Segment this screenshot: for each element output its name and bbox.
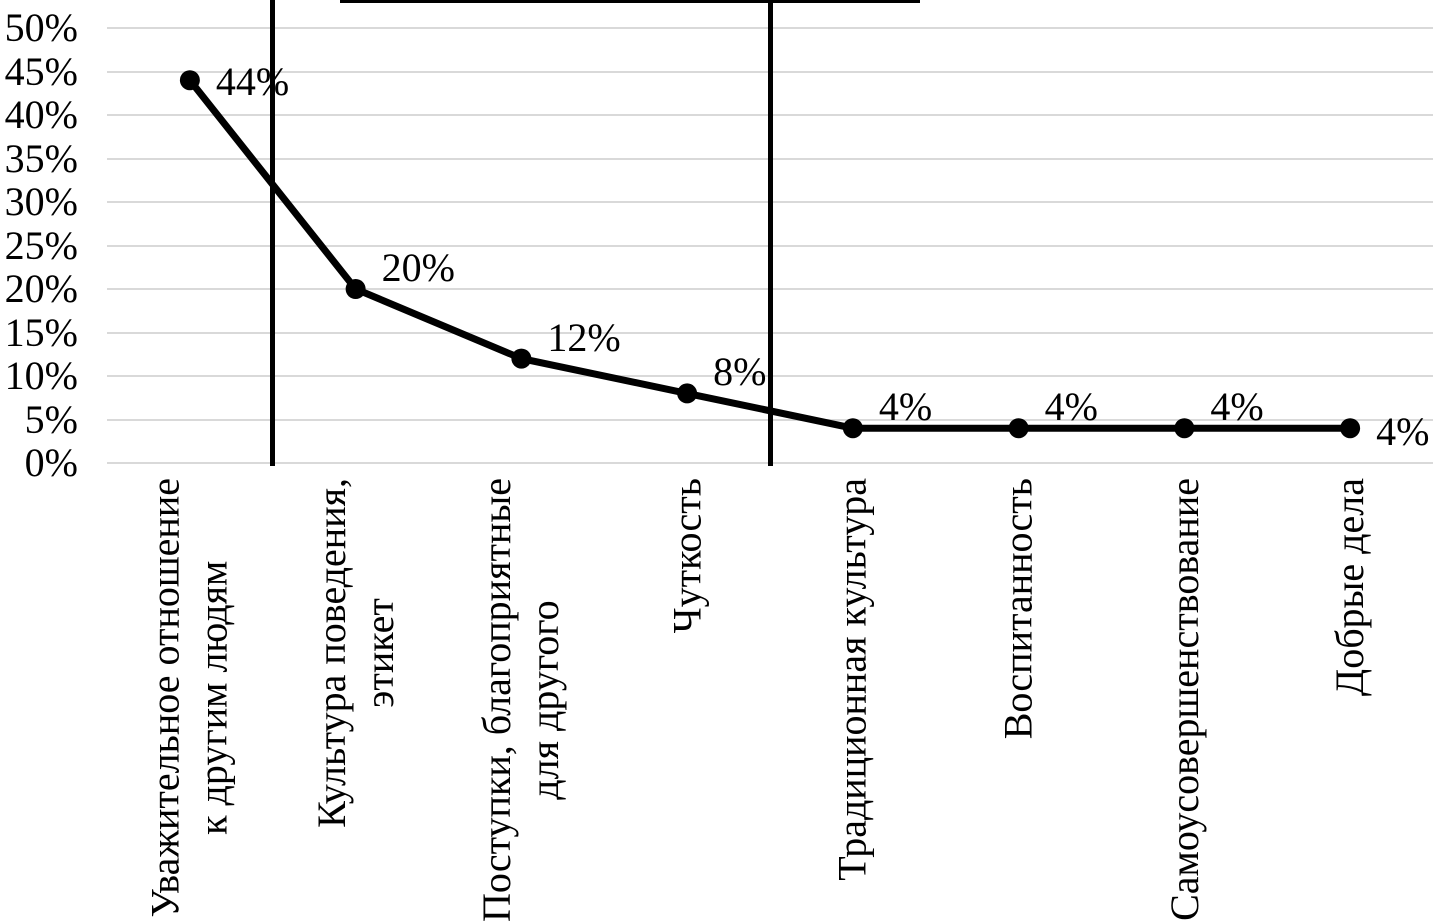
data-point-marker (677, 383, 698, 404)
data-point-marker (842, 418, 863, 439)
data-point-marker (1340, 418, 1361, 439)
y-axis-tick-label: 15% (4, 309, 78, 355)
y-axis-tick-label: 35% (4, 135, 78, 181)
x-axis-category-label: Традиционная культура (829, 478, 875, 881)
data-point-value-label: 4% (1376, 409, 1430, 455)
x-axis-category-label: Воспитанность (995, 478, 1041, 740)
y-axis-tick-label: 10% (4, 353, 78, 398)
x-axis-category-label: Культура поведения, этикет (308, 478, 402, 828)
data-point-marker (345, 279, 366, 299)
data-point-value-label: 20% (381, 245, 455, 290)
data-point-value-label: 4% (878, 384, 933, 430)
data-point-marker (511, 348, 532, 369)
x-axis-category-label: Поступки, благоприятные для другого (474, 478, 568, 923)
y-axis-tick-label: 45% (4, 48, 78, 94)
y-axis-tick-label: 50% (4, 5, 78, 50)
y-axis-tick-label: 20% (4, 266, 78, 311)
data-point-marker (179, 70, 200, 91)
y-axis-tick-label: 5% (24, 396, 78, 442)
data-point-marker (1008, 418, 1029, 439)
data-point-value-label: 44% (215, 59, 290, 105)
group-divider-line (767, 0, 773, 466)
group-divider-line (270, 0, 276, 466)
data-point-value-label: 4% (1044, 384, 1098, 430)
x-axis-category-label: Уважительное отношение к другим людям (142, 478, 236, 918)
data-point-marker (1174, 418, 1195, 439)
x-axis-category-label: Чуткость (664, 478, 710, 634)
x-axis-category-label: Самоусовершенствование (1161, 478, 1207, 921)
y-axis-tick-label: 25% (4, 222, 78, 268)
y-axis-tick-label: 30% (4, 179, 78, 224)
data-point-value-label: 4% (1210, 384, 1264, 430)
data-point-value-label: 12% (547, 314, 621, 360)
y-axis-tick-label: 0% (24, 440, 78, 485)
data-point-value-label: 8% (713, 349, 767, 395)
y-axis-tick-label: 40% (4, 92, 78, 137)
x-axis-category-label: Добрые дела (1327, 478, 1373, 697)
